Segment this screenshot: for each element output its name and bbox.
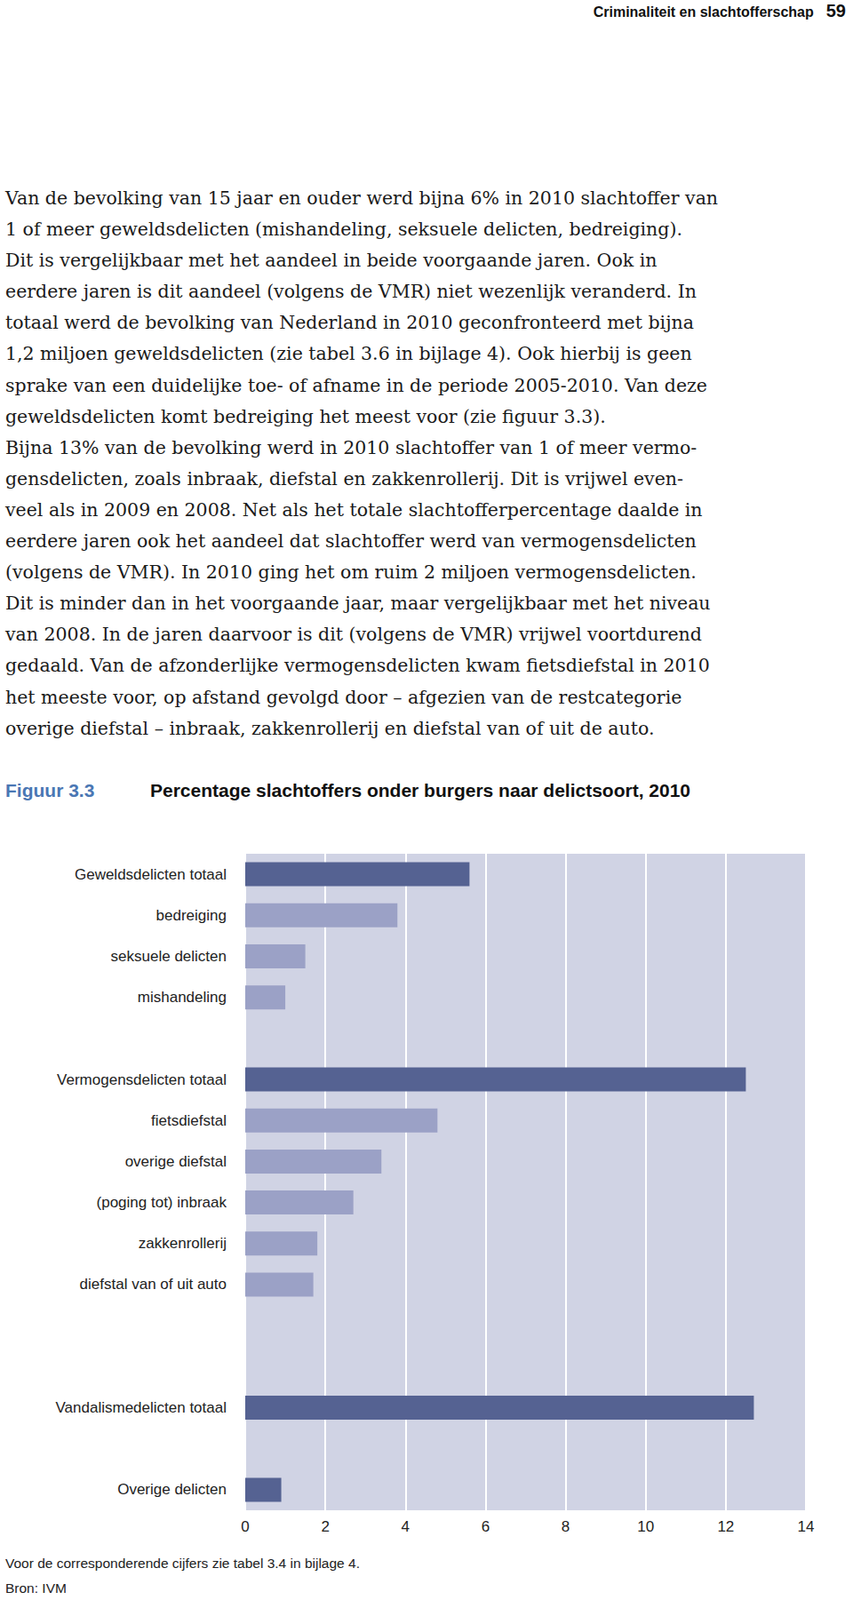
html-text:Figuur 3.3: Figuur 3.3	[5, 780, 95, 801]
svg-text:fietsdiefstal: fietsdiefstal	[151, 1112, 227, 1130]
html-text:Bijna 13% van de bevolking wer: Bijna 13% van de bevolking werd in 2010 …	[5, 436, 697, 459]
svg-text:mishandeling: mishandeling	[137, 988, 227, 1006]
svg-text:12: 12	[717, 1518, 734, 1536]
svg-text:seksuele delicten: seksuele delicten	[111, 948, 227, 965]
html-text:Van de bevolking van 15 jaar e: Van de bevolking van 15 jaar en ouder we…	[5, 187, 719, 209]
html-text:veel als in 2009 en 2008. Net: veel als in 2009 en 2008. Net als het to…	[5, 499, 703, 521]
svg-text:14: 14	[797, 1518, 815, 1536]
svg-text:Vandalismedelicten totaal: Vandalismedelicten totaal	[55, 1399, 227, 1417]
svg-text:2: 2	[320, 1518, 329, 1536]
svg-text:10: 10	[637, 1518, 654, 1536]
html-text:gedaald. Van de afzonderlijke: gedaald. Van de afzonderlijke vermogensd…	[5, 655, 710, 677]
svg-text:Vermogensdelicten totaal: Vermogensdelicten totaal	[56, 1071, 227, 1089]
html-text:het meeste voor, op afstand ge: het meeste voor, op afstand gevolgd door…	[5, 686, 682, 708]
html-text:Criminaliteit en slachtoffersc: Criminaliteit en slachtofferschap	[593, 4, 814, 20]
svg-text:overige diefstal: overige diefstal	[125, 1153, 227, 1171]
svg-text:(poging tot) inbraak: (poging tot) inbraak	[96, 1194, 228, 1212]
html-text:eerdere jaren is dit aandeel (: eerdere jaren is dit aandeel (volgens de…	[5, 281, 697, 303]
svg-text:diefstal van of uit auto: diefstal van of uit auto	[79, 1275, 227, 1293]
html-text:overige diefstal – inbraak, za: overige diefstal – inbraak, zakkenroller…	[5, 717, 655, 739]
html-text:Bron: IVM: Bron: IVM	[5, 1580, 67, 1596]
html-text:Dit is vergelijkbaar met het a: Dit is vergelijkbaar met het aandeel in …	[5, 249, 658, 272]
svg-text:8: 8	[561, 1518, 570, 1536]
html-text:59: 59	[826, 0, 846, 21]
html-text:(volgens de VMR). In 2010 ging: (volgens de VMR). In 2010 ging het om ru…	[5, 561, 697, 583]
html-text:1 of meer geweldsdelicten (mis: 1 of meer geweldsdelicten (mishandeling,…	[5, 218, 683, 240]
html-text:sprake van een duidelijke toe-: sprake van een duidelijke toe- of afname…	[5, 374, 708, 396]
html-text:1,2 miljoen geweldsdelicten (z: 1,2 miljoen geweldsdelicten (zie tabel 3…	[5, 343, 692, 365]
html-text:van 2008. In de jaren daarvoor: van 2008. In de jaren daarvoor is dit (v…	[5, 624, 702, 646]
svg-text:Geweldsdelicten totaal: Geweldsdelicten totaal	[74, 866, 227, 884]
svg-text:0: 0	[240, 1518, 249, 1536]
html-text:geweldsdelicten komt bedreigin: geweldsdelicten komt bedreiging het mees…	[5, 405, 606, 428]
svg-text:4: 4	[401, 1518, 410, 1536]
html-text:totaal werd de bevolking van N: totaal werd de bevolking van Nederland i…	[5, 312, 694, 334]
html-text:eerdere jaren ook het aandeel: eerdere jaren ook het aandeel dat slacht…	[5, 530, 697, 552]
svg-text:Overige delicten: Overige delicten	[117, 1481, 227, 1499]
html-text:gensdelicten, zoals inbraak, d: gensdelicten, zoals inbraak, diefstal en…	[5, 468, 684, 490]
html-text:Percentage slachtoffers onder: Percentage slachtoffers onder burgers na…	[150, 780, 691, 801]
html-text:Dit is minder dan in het voorg: Dit is minder dan in het voorgaande jaar…	[5, 592, 711, 615]
svg-text:6: 6	[481, 1518, 490, 1536]
svg-text:zakkenrollerij: zakkenrollerij	[138, 1235, 227, 1252]
html-text:Voor de corresponderende cijfe: Voor de corresponderende cijfers zie tab…	[5, 1555, 360, 1571]
svg-text:bedreiging: bedreiging	[156, 907, 227, 925]
